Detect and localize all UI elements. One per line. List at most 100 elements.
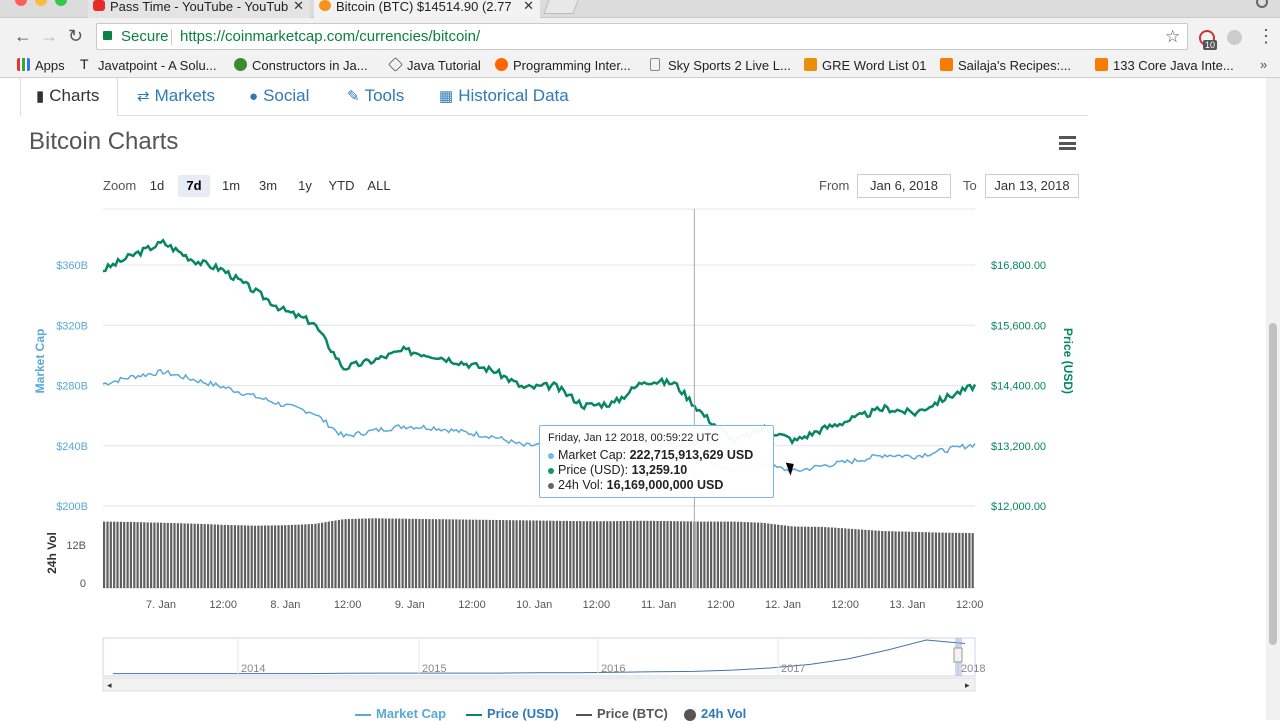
volume-bar [763, 523, 766, 588]
browser-tab-bitcoin[interactable]: Bitcoin (BTC) $14514.90 (2.77 ✕ [314, 0, 540, 18]
chart-menu-icon[interactable] [1059, 136, 1076, 150]
bookmark-label: Sky Sports 2 Live L... [668, 58, 791, 73]
volume-bar [569, 521, 572, 588]
reload-icon[interactable]: ↻ [68, 26, 84, 46]
x-tick-label: 11. Jan [641, 599, 676, 611]
bookmark-gre[interactable]: GRE Word List 01 [804, 58, 927, 73]
x-tick-label: 12:00 [583, 599, 611, 611]
page-scrollbar[interactable] [1266, 78, 1280, 720]
new-tab-button[interactable] [543, 0, 579, 14]
bookmark-sailaja[interactable]: Sailaja's Recipes:... [940, 58, 1071, 73]
volume-bar [240, 525, 243, 588]
browser-tab-youtube[interactable]: Pass Time - YouTube - YouTub ✕ [88, 0, 310, 18]
volume-bar [773, 524, 776, 588]
volume-bar [958, 532, 961, 588]
scrollbar-thumb[interactable] [1269, 323, 1277, 645]
volume-bar [676, 521, 679, 588]
to-label: To [963, 178, 977, 193]
zoom-all-button[interactable]: ALL [367, 178, 391, 193]
from-date-input[interactable]: Jan 6, 2018 [857, 174, 951, 198]
tab-historical-data[interactable]: ▦ Historical Data [439, 86, 569, 106]
volume-bar [542, 520, 545, 588]
bookmark-java-tutorial[interactable]: Java Tutorial [388, 57, 481, 73]
legend-price-usd[interactable]: Price (USD) [466, 706, 559, 721]
volume-bar [146, 522, 149, 588]
volume-bar [847, 528, 850, 588]
volume-bar [351, 518, 354, 588]
volume-bar [844, 528, 847, 588]
blogger-icon [940, 58, 953, 71]
tooltip-label: 24h Vol: [558, 478, 604, 492]
volume-bar [247, 525, 250, 588]
volume-bar [170, 523, 173, 588]
close-window-icon[interactable] [15, 0, 27, 6]
volume-bar [220, 524, 223, 588]
volume-bar [830, 527, 833, 588]
volume-bar [414, 518, 418, 588]
zoom-1y-button[interactable]: 1y [298, 178, 312, 193]
price-chart[interactable]: $360B $16,800.00 $320B $15,600.00 $280B $14,4… [0, 78, 1266, 720]
extension-2-icon[interactable] [1227, 30, 1242, 45]
profile-icon[interactable] [1256, 0, 1268, 8]
tab-charts[interactable]: ▮ Charts [36, 86, 99, 106]
menu-kebab-icon[interactable]: ⋮ [1257, 26, 1275, 46]
volume-bar [290, 524, 293, 588]
volume-bar [260, 525, 263, 588]
zoom-1d-button[interactable]: 1d [149, 178, 165, 193]
zoom-1m-button[interactable]: 1m [221, 178, 241, 193]
volume-bar [840, 528, 843, 588]
bookmark-constructors[interactable]: Constructors in Ja... [234, 58, 368, 73]
volume-bar [428, 519, 431, 588]
to-date-input[interactable]: Jan 13, 2018 [985, 174, 1079, 198]
volume-bar [817, 526, 820, 588]
volume-bar [126, 521, 129, 588]
calendar-icon: ▦ [439, 88, 454, 105]
back-arrow-icon[interactable]: ← [14, 26, 32, 46]
zoom-3m-button[interactable]: 3m [258, 178, 278, 193]
bookmarks-overflow-icon[interactable]: » [1260, 57, 1268, 72]
legend-label: 24h Vol [701, 706, 747, 721]
maximize-window-icon[interactable] [55, 0, 67, 6]
legend-market-cap[interactable]: Market Cap [355, 706, 446, 721]
legend-price-btc[interactable]: Price (BTC) [576, 706, 668, 721]
tooltip-value: 13,259.10 [631, 463, 688, 477]
bookmark-core-java[interactable]: 133 Core Java Inte... [1095, 58, 1234, 73]
volume-bar [119, 521, 122, 588]
url-text[interactable]: https://coinmarketcap.com/currencies/bit… [180, 28, 481, 45]
volume-bar [250, 525, 253, 588]
zoom-label: Zoom [103, 178, 137, 193]
zoom-7d-button[interactable]: 7d [178, 175, 210, 197]
volume-bar [418, 518, 421, 588]
volume-bar [636, 520, 639, 588]
tab-social[interactable]: ● Social [249, 86, 309, 106]
zoom-ytd-button[interactable]: YTD [328, 178, 355, 193]
volume-bar [696, 521, 699, 588]
volume-bar [954, 532, 958, 588]
legend-label: Price (BTC) [597, 706, 668, 721]
volume-bar [253, 525, 257, 588]
active-tab-frame [20, 78, 118, 117]
minimize-window-icon[interactable] [35, 0, 47, 6]
bookmark-star-icon[interactable]: ☆ [1165, 27, 1181, 46]
volume-bar [632, 520, 636, 588]
address-bar[interactable]: Secure https://coinmarketcap.com/currenc… [96, 23, 1188, 50]
close-tab-icon[interactable]: ✕ [293, 0, 304, 13]
volume-bar [441, 519, 444, 588]
volume-bar [156, 522, 159, 588]
bookmark-programming[interactable]: Programming Inter... [495, 58, 631, 73]
legend-24h-vol[interactable]: 24h Vol [684, 706, 746, 721]
tab-tools[interactable]: ✎ Tools [347, 86, 404, 106]
tab-markets[interactable]: ⇄ Markets [137, 86, 215, 106]
close-tab-icon[interactable]: ✕ [523, 0, 534, 13]
b-green-icon [234, 58, 247, 71]
bookmark-apps[interactable]: Apps [17, 58, 65, 73]
bookmark-label: Javatpoint - A Solu... [98, 58, 217, 73]
navigator-year-label: 2017 [781, 663, 805, 675]
bookmark-javatpoint[interactable]: T Javatpoint - A Solu... [80, 56, 217, 73]
bookmark-sky-sports[interactable]: Sky Sports 2 Live L... [650, 58, 791, 73]
volume-bar [804, 526, 807, 588]
forward-arrow-icon[interactable]: → [40, 26, 58, 46]
legend-line-icon [355, 713, 371, 716]
volume-bar [857, 529, 860, 588]
navigator-year-label: 2018 [961, 663, 985, 675]
